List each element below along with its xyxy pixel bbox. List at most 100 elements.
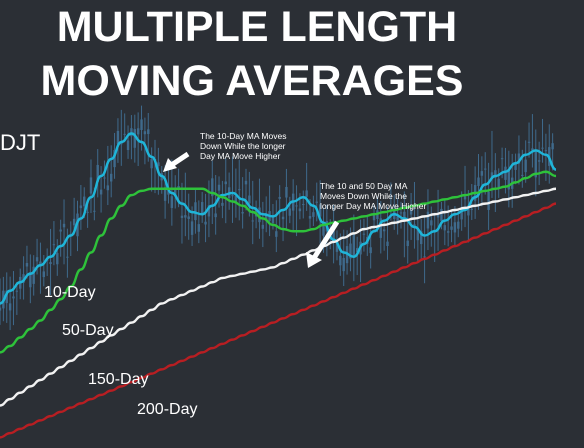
candle-body: [440, 208, 443, 221]
candle-body: [150, 159, 153, 169]
candle-body: [497, 178, 500, 189]
candle-body: [504, 166, 507, 180]
candle-body: [457, 221, 460, 229]
annotation-2-line-3: longer Day MA Move Higher: [320, 201, 426, 211]
candle-body: [133, 129, 136, 148]
candle-body: [490, 172, 494, 180]
candle-body: [93, 210, 96, 212]
candle-body: [5, 290, 8, 304]
candle-body: [379, 218, 382, 238]
candle-body: [278, 196, 281, 199]
candle-body: [453, 222, 457, 233]
candle-body: [430, 220, 433, 226]
candle-body: [507, 170, 511, 190]
candle-body: [66, 256, 69, 258]
candle-body: [265, 213, 268, 220]
candle-body: [62, 223, 66, 228]
candle-body: [541, 147, 544, 149]
candle-body: [39, 261, 42, 265]
candle-body: [200, 202, 204, 215]
annotation-2-line-2: Moves Down While the: [320, 191, 407, 201]
candle-body: [110, 173, 113, 182]
candle-body: [29, 272, 32, 288]
candle-body: [42, 271, 46, 278]
candle-body: [130, 128, 133, 137]
series-line-150-day: [0, 187, 557, 407]
candle-body: [25, 263, 29, 267]
candle-body: [463, 196, 467, 200]
candle-body: [443, 225, 446, 231]
candle-body: [224, 181, 227, 185]
candle-body: [32, 266, 35, 284]
candle-body: [537, 160, 541, 162]
candle-body: [244, 180, 248, 185]
candle-body: [386, 241, 389, 246]
candle-body: [281, 216, 285, 220]
candle-body: [332, 227, 335, 243]
candle-body: [89, 177, 93, 194]
candle-body: [527, 141, 531, 143]
candle-body: [500, 158, 504, 160]
candle-body: [285, 186, 288, 198]
candle-body: [470, 208, 473, 210]
candle-body: [423, 256, 426, 258]
candle-body: [126, 140, 130, 151]
candle-body: [231, 195, 234, 197]
candle-body: [305, 190, 308, 197]
candle-body: [302, 204, 305, 206]
candle-body: [477, 177, 480, 186]
candle-body: [241, 212, 244, 214]
candle-body: [460, 209, 463, 220]
candle-body: [35, 257, 39, 262]
candle-body: [275, 231, 278, 237]
candle-body: [372, 215, 376, 221]
candle-body: [382, 229, 386, 232]
candle-body: [467, 205, 470, 216]
candle-body: [339, 255, 342, 266]
candle-body: [140, 119, 143, 131]
chart-title-line-2: MOVING AVERAGES: [40, 57, 464, 105]
annotation-2: The 10 and 50 Day MA Moves Down While th…: [306, 181, 426, 268]
candle-body: [174, 187, 177, 197]
candle-body: [521, 174, 524, 177]
ma-label-50-day: 50-Day: [62, 322, 114, 339]
candle-body: [322, 223, 325, 236]
candle-body: [143, 131, 147, 135]
candle-body: [15, 290, 19, 292]
candle-body: [83, 196, 86, 207]
candle-body: [204, 221, 207, 225]
annotation-2-line-1: The 10 and 50 Day MA: [320, 181, 408, 191]
annotation-1-line-1: The 10-Day MA Moves: [200, 131, 286, 141]
candle-body: [349, 243, 352, 259]
candle-body: [106, 185, 110, 191]
series-line-10-day: [0, 132, 557, 305]
ma-label-200-day: 200-Day: [137, 401, 197, 418]
candle-body: [157, 162, 160, 167]
candle-body: [163, 187, 167, 201]
candle-body: [211, 178, 214, 197]
candle-body: [214, 213, 217, 218]
candle-body: [59, 229, 62, 232]
candle-body: [450, 226, 453, 230]
candle-body: [517, 153, 521, 164]
candle-body: [0, 307, 2, 311]
candle-body: [180, 215, 184, 218]
candle-body: [534, 152, 537, 178]
ma-label-10-day: 10-Day: [44, 284, 96, 301]
candle-body: [190, 221, 194, 235]
candle-body: [446, 231, 450, 233]
candle-body: [234, 195, 238, 203]
candle-body: [194, 202, 197, 221]
candle-body: [295, 205, 298, 207]
candle-body: [238, 189, 241, 191]
candle-body: [494, 170, 497, 178]
candle-body: [79, 205, 83, 209]
candle-body: [116, 130, 120, 145]
series-line-200-day: [0, 202, 557, 439]
candle-body: [49, 262, 52, 264]
candle-body: [288, 208, 291, 216]
ma-label-150-day: 150-Day: [88, 371, 148, 388]
candle-body: [187, 216, 190, 219]
candle-body: [531, 148, 534, 151]
